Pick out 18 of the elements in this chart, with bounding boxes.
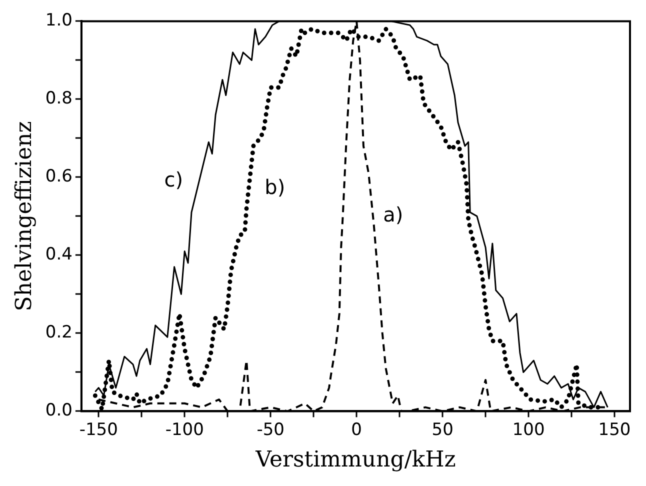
x-tick-label: 50 bbox=[432, 420, 454, 440]
y-tick-label: 0.6 bbox=[45, 166, 72, 187]
y-tick-label: 1.0 bbox=[45, 10, 72, 31]
x-tick-label: 100 bbox=[512, 420, 545, 440]
x-tick-label: -100 bbox=[165, 420, 204, 440]
annotation: c) bbox=[164, 167, 184, 192]
x-tick-label: -50 bbox=[256, 420, 284, 440]
x-tick-label: 0 bbox=[351, 420, 362, 440]
x-tick-label: 150 bbox=[598, 420, 631, 440]
annotation: b) bbox=[264, 175, 286, 200]
y-tick-label: 0.2 bbox=[45, 322, 72, 343]
x-tick-label: -150 bbox=[79, 420, 118, 440]
y-tick-label: 0.8 bbox=[45, 88, 72, 109]
x-axis-title: Verstimmung/kHz bbox=[254, 448, 456, 473]
y-axis-title: Shelvingeffizienz bbox=[12, 121, 37, 312]
y-tick-label: 0.4 bbox=[45, 244, 72, 265]
annotation: a) bbox=[383, 202, 404, 226]
y-tick-label: 0.0 bbox=[45, 400, 72, 421]
